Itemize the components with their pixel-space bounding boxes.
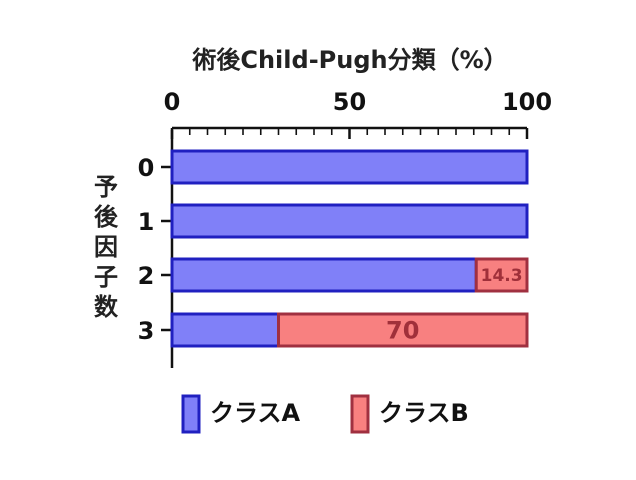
- legend-label: クラスB: [379, 399, 469, 427]
- bar-segment: [474, 257, 529, 293]
- legend-swatch: [350, 394, 370, 434]
- chart-title: 術後Child-Pugh分類（%）: [191, 46, 507, 74]
- legend-swatch: [181, 394, 201, 434]
- data-label: 14.3: [481, 266, 523, 286]
- category-label: 1: [138, 208, 155, 236]
- category-label: 3: [138, 317, 155, 345]
- legend-label: クラスA: [210, 399, 301, 427]
- bar-segment: [170, 149, 529, 185]
- y-axis-label-char: 子: [94, 263, 118, 291]
- x-tick-label: 50: [333, 88, 366, 116]
- bar-segment: [170, 203, 529, 239]
- bar-segment: [170, 312, 280, 348]
- bar-segment: [170, 257, 478, 293]
- data-label: 70: [386, 317, 419, 345]
- category-label: 2: [138, 262, 155, 290]
- bar-segment: [277, 312, 529, 348]
- y-axis-label-char: 数: [94, 293, 119, 321]
- x-tick-label: 0: [164, 88, 181, 116]
- legend: クラスA クラスB: [181, 394, 469, 434]
- y-axis-label-char: 因: [94, 233, 118, 261]
- x-tick-label: 100: [502, 88, 552, 116]
- y-axis-label-char: 後: [94, 203, 119, 231]
- bars: 14.3 70: [170, 149, 529, 348]
- category-label: 0: [138, 154, 155, 182]
- y-axis-label-char: 予: [94, 173, 118, 201]
